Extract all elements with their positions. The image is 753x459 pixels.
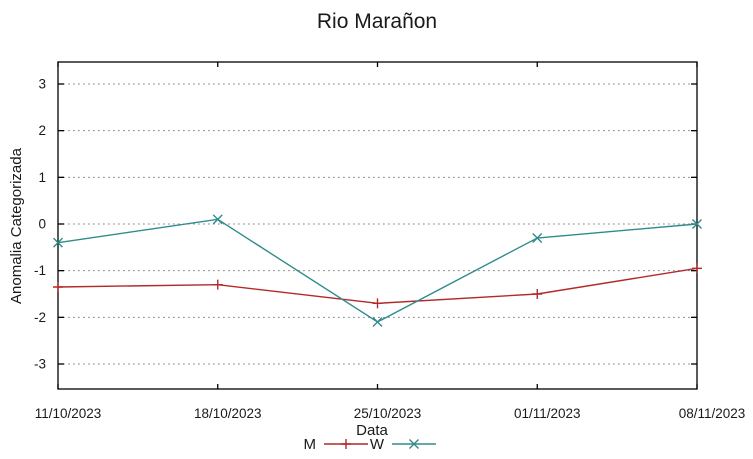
- series-plot: [53, 214, 702, 327]
- legend-label-w: W: [370, 436, 385, 453]
- x-axis-label: Data: [356, 422, 388, 439]
- legend-marker-plus: [341, 439, 351, 449]
- marker-cross-w: [692, 219, 702, 229]
- marker-cross-w: [532, 233, 543, 243]
- y-tick-label: 2: [38, 123, 46, 138]
- y-tick-label: 1: [38, 170, 46, 185]
- y-axis-label: Anomalia Categorizada: [8, 147, 25, 304]
- marker-plus-m: [692, 263, 702, 274]
- x-tick-label: 01/11/2023: [514, 406, 581, 421]
- plot-border: [57, 61, 698, 390]
- x-tick-label: 11/10/2023: [35, 406, 102, 421]
- legend-marker-cross: [409, 439, 419, 449]
- marker-plus-m: [532, 289, 543, 299]
- series-line-m: [57, 267, 698, 305]
- x-tick-label: 25/10/2023: [354, 406, 422, 421]
- x-tick-label: 08/11/2023: [679, 406, 746, 421]
- y-tick-label: -2: [34, 310, 46, 325]
- x-tick-labels: 11/10/2023 18/10/2023 25/10/2023 01/11/2023…: [35, 406, 746, 421]
- marker-plus-m: [53, 282, 63, 292]
- marker-plus-m: [372, 298, 383, 309]
- axis-ticks: [57, 62, 698, 389]
- y-tick-label: 3: [38, 76, 46, 91]
- legend-label-m: M: [304, 436, 317, 453]
- marker-cross-w: [212, 214, 223, 225]
- marker-cross-w: [372, 317, 383, 327]
- y-tick-label: -1: [34, 263, 46, 278]
- x-tick-label: 18/10/2023: [194, 406, 262, 421]
- chart-title: Rio Marañon: [317, 10, 437, 33]
- y-tick-labels: 3 2 1 0 -1 -2 -3: [34, 76, 46, 371]
- y-tick-label: 0: [38, 217, 46, 232]
- y-tick-label: -3: [34, 357, 46, 372]
- gridlines: [58, 83, 697, 365]
- marker-cross-w: [53, 237, 63, 248]
- marker-plus-m: [212, 279, 223, 290]
